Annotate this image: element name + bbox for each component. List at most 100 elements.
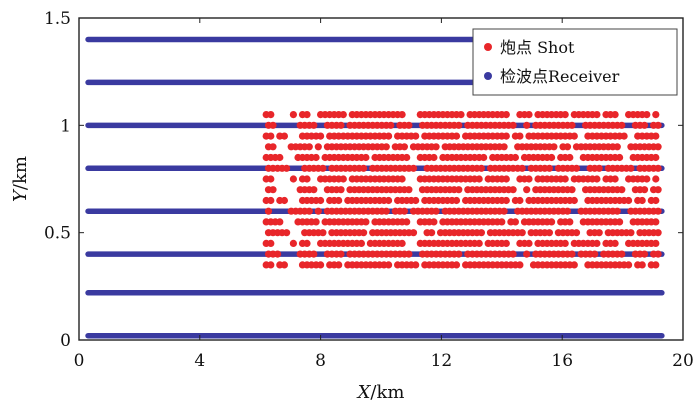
- x-tick-label: 0: [74, 351, 85, 371]
- shot-point: [276, 218, 284, 226]
- shot-point: [568, 121, 576, 129]
- shot-point: [611, 111, 619, 119]
- shot-point: [654, 186, 662, 194]
- shot-point: [455, 186, 463, 194]
- x-tick-label: 8: [315, 351, 326, 371]
- shot-point: [412, 132, 420, 140]
- shot-point: [654, 164, 662, 172]
- shot-point: [452, 261, 461, 269]
- shot-point: [548, 218, 556, 226]
- shot-point: [430, 218, 438, 226]
- shot-point: [563, 207, 572, 215]
- shot-point: [652, 261, 660, 269]
- shot-point: [568, 186, 576, 194]
- shot-point: [611, 239, 619, 247]
- shot-point: [289, 175, 297, 183]
- shot-point: [638, 196, 646, 205]
- shot-point: [310, 186, 318, 194]
- shot-point: [280, 132, 288, 140]
- shot-point: [652, 218, 660, 226]
- y-axis-var: Y: [10, 188, 31, 202]
- shot-point: [317, 261, 325, 269]
- shot-point: [502, 239, 510, 247]
- shot-point: [382, 143, 390, 151]
- shot-point: [561, 239, 569, 247]
- legend-marker-shot: [484, 43, 492, 51]
- shot-point: [269, 186, 277, 194]
- shot-point: [525, 175, 533, 183]
- shot-point: [339, 111, 347, 119]
- shot-point: [405, 250, 413, 258]
- shot-point: [319, 229, 327, 237]
- legend: 炮点 Shot 检波点Receiver: [472, 28, 678, 96]
- shot-point: [498, 218, 506, 226]
- shot-point: [627, 164, 635, 172]
- y-tick-label: 1.5: [44, 9, 71, 29]
- shot-point: [572, 164, 581, 172]
- shot-point: [643, 175, 651, 183]
- shot-point: [502, 132, 510, 140]
- shot-point: [269, 121, 277, 129]
- shot-point: [382, 207, 390, 215]
- shot-point: [303, 239, 311, 247]
- shot-point: [595, 164, 603, 172]
- shot-point: [405, 186, 413, 194]
- shot-point: [561, 175, 569, 183]
- shot-point: [620, 132, 628, 140]
- shot-point: [518, 164, 526, 172]
- shot-point: [593, 175, 601, 183]
- shot-point: [317, 196, 325, 205]
- shot-point: [267, 111, 275, 119]
- shot-point: [387, 121, 395, 129]
- shot-point: [638, 261, 646, 269]
- shot-point: [518, 229, 526, 237]
- x-axis-var: X: [356, 382, 372, 403]
- shot-point: [314, 207, 322, 215]
- shot-point: [516, 261, 524, 269]
- shot-point: [550, 143, 558, 151]
- x-tick-label: 16: [551, 351, 573, 371]
- shot-point: [654, 229, 662, 237]
- shot-point: [276, 153, 284, 162]
- shot-point: [405, 121, 413, 129]
- shot-point: [616, 153, 624, 162]
- shot-point: [640, 121, 649, 129]
- shot-point: [274, 250, 282, 258]
- shot-point: [511, 218, 519, 226]
- shot-point: [525, 239, 533, 247]
- shot-point: [400, 143, 408, 151]
- shot-point: [398, 175, 406, 183]
- shot-point: [357, 239, 365, 247]
- shot-point: [640, 250, 649, 258]
- shot-point: [516, 132, 524, 140]
- shot-point: [362, 153, 370, 162]
- shot-point: [523, 121, 531, 129]
- shot-point: [430, 153, 438, 162]
- shot-point: [643, 111, 651, 119]
- shot-point: [625, 196, 633, 205]
- shot-point: [280, 196, 288, 205]
- shot-point: [428, 229, 436, 237]
- shot-point: [475, 239, 483, 247]
- shot-point: [314, 143, 322, 151]
- shot-point: [652, 111, 660, 119]
- shot-point: [412, 261, 420, 269]
- shot-point: [618, 250, 626, 258]
- shot-point: [269, 143, 277, 151]
- shot-point: [385, 132, 393, 140]
- shot-point: [652, 175, 660, 183]
- shot-point: [267, 132, 275, 140]
- shot-point: [563, 143, 572, 151]
- shot-point: [457, 111, 465, 119]
- shot-point: [502, 111, 510, 119]
- shot-point: [509, 186, 517, 194]
- shot-point: [280, 261, 288, 269]
- shot-point: [654, 250, 662, 258]
- shot-point: [525, 111, 533, 119]
- shot-point: [267, 261, 275, 269]
- shot-point: [572, 229, 581, 237]
- shot-point: [312, 153, 320, 162]
- shot-point: [400, 207, 408, 215]
- shot-point: [267, 196, 275, 205]
